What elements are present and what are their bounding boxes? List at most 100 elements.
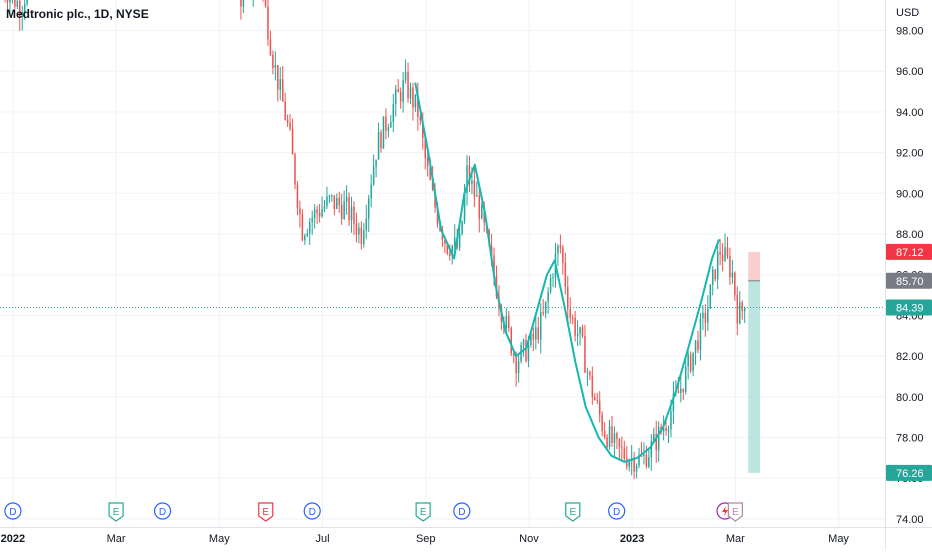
candle-down	[508, 315, 510, 329]
chart-title: Medtronic plc., 1D, NYSE	[6, 7, 149, 21]
candle-down	[677, 390, 680, 394]
time-axis[interactable]: 2022 Mar May Jul Sep Nov 2023 Mar May	[0, 527, 932, 546]
candle-down	[736, 294, 739, 324]
candle-down	[380, 132, 382, 149]
candle-up	[358, 227, 360, 235]
candle-up	[743, 307, 746, 312]
candle-down	[419, 116, 422, 121]
earnings-icon-label: E	[569, 507, 576, 518]
candle-up	[394, 89, 397, 105]
price-label-target: 76.26	[896, 468, 924, 480]
candle-up	[476, 195, 478, 197]
candle-up	[667, 429, 670, 431]
candle-down	[294, 154, 296, 185]
candle-up	[21, 11, 24, 18]
candle-up	[547, 291, 549, 302]
candle-down	[338, 198, 340, 206]
candle-up	[313, 209, 316, 218]
candle-down	[468, 165, 471, 184]
candle-down	[429, 165, 431, 180]
candle-down	[566, 286, 569, 310]
time-tick-label: Nov	[519, 533, 539, 545]
candle-up	[692, 352, 694, 372]
candle-up	[306, 233, 309, 236]
candle-down	[267, 6, 269, 40]
candle-up	[653, 433, 655, 442]
candle-up	[9, 0, 11, 3]
candle-down	[422, 120, 424, 139]
dividend-icon-label: D	[458, 507, 465, 518]
dividend-icon	[153, 502, 172, 520]
split-bolt-icon	[722, 506, 729, 516]
price-tick-label: 80.00	[896, 392, 924, 404]
dividend-icon	[608, 502, 626, 520]
trend-curve	[414, 82, 720, 463]
candle-up	[517, 361, 520, 374]
candle-down	[618, 438, 621, 447]
price-label-entry: 85.70	[896, 276, 924, 288]
candle-down	[537, 327, 540, 340]
price-label-box-target	[886, 464, 932, 481]
candle-down	[665, 427, 667, 431]
candle-up	[643, 454, 645, 456]
candle-up	[414, 94, 417, 108]
candle-down	[436, 207, 439, 225]
candle-up	[377, 132, 380, 160]
candle-down	[704, 312, 707, 323]
candle-down	[299, 208, 301, 215]
candle-down	[633, 457, 635, 472]
price-tick-label: 98.00	[896, 26, 924, 38]
candle-down	[289, 122, 291, 129]
candle-down	[318, 212, 321, 217]
candle-down	[655, 433, 657, 451]
candle-up	[331, 195, 333, 197]
candle-up	[345, 196, 348, 202]
candle-down	[333, 195, 336, 209]
candle-down	[621, 446, 623, 449]
candle-down	[515, 354, 517, 374]
candle-down	[407, 72, 409, 99]
candle-down	[19, 0, 21, 18]
candle-down	[606, 437, 608, 448]
candle-up	[328, 196, 331, 198]
candle-up	[458, 233, 461, 248]
candle-down	[721, 254, 724, 261]
candle-up	[522, 339, 525, 345]
candle-down	[591, 375, 594, 398]
time-tick-label: Sep	[416, 533, 436, 545]
candle-up	[608, 426, 611, 448]
candle-up	[702, 312, 704, 319]
candle-down	[240, 0, 242, 7]
candle-up	[350, 206, 353, 221]
candle-down	[598, 400, 601, 415]
candle-down	[584, 336, 586, 373]
candle-down	[623, 448, 626, 459]
candle-down	[424, 138, 426, 158]
earnings-icon-label: E	[113, 507, 120, 518]
candle-up	[402, 80, 404, 102]
candle-down	[714, 269, 716, 280]
candle-down	[296, 184, 299, 209]
candle-down	[286, 119, 289, 123]
candle-up	[539, 312, 542, 340]
candle-up	[579, 327, 581, 334]
candle-down	[412, 87, 414, 108]
candle-up	[648, 457, 650, 467]
candle-up	[387, 127, 390, 131]
candle-down	[444, 239, 446, 244]
earnings-icon	[565, 502, 581, 522]
candle-up	[367, 198, 370, 219]
candle-down	[594, 397, 596, 400]
candle-up	[711, 269, 714, 285]
candle-down	[301, 214, 304, 241]
candle-down	[682, 388, 685, 392]
candle-down	[625, 458, 628, 467]
candle-down	[596, 399, 599, 401]
candle-down	[512, 353, 515, 355]
candle-up	[461, 221, 463, 234]
candle-up	[466, 165, 468, 194]
price-tick-label: 78.00	[896, 432, 924, 444]
price-tick-label: 88.00	[896, 229, 924, 241]
